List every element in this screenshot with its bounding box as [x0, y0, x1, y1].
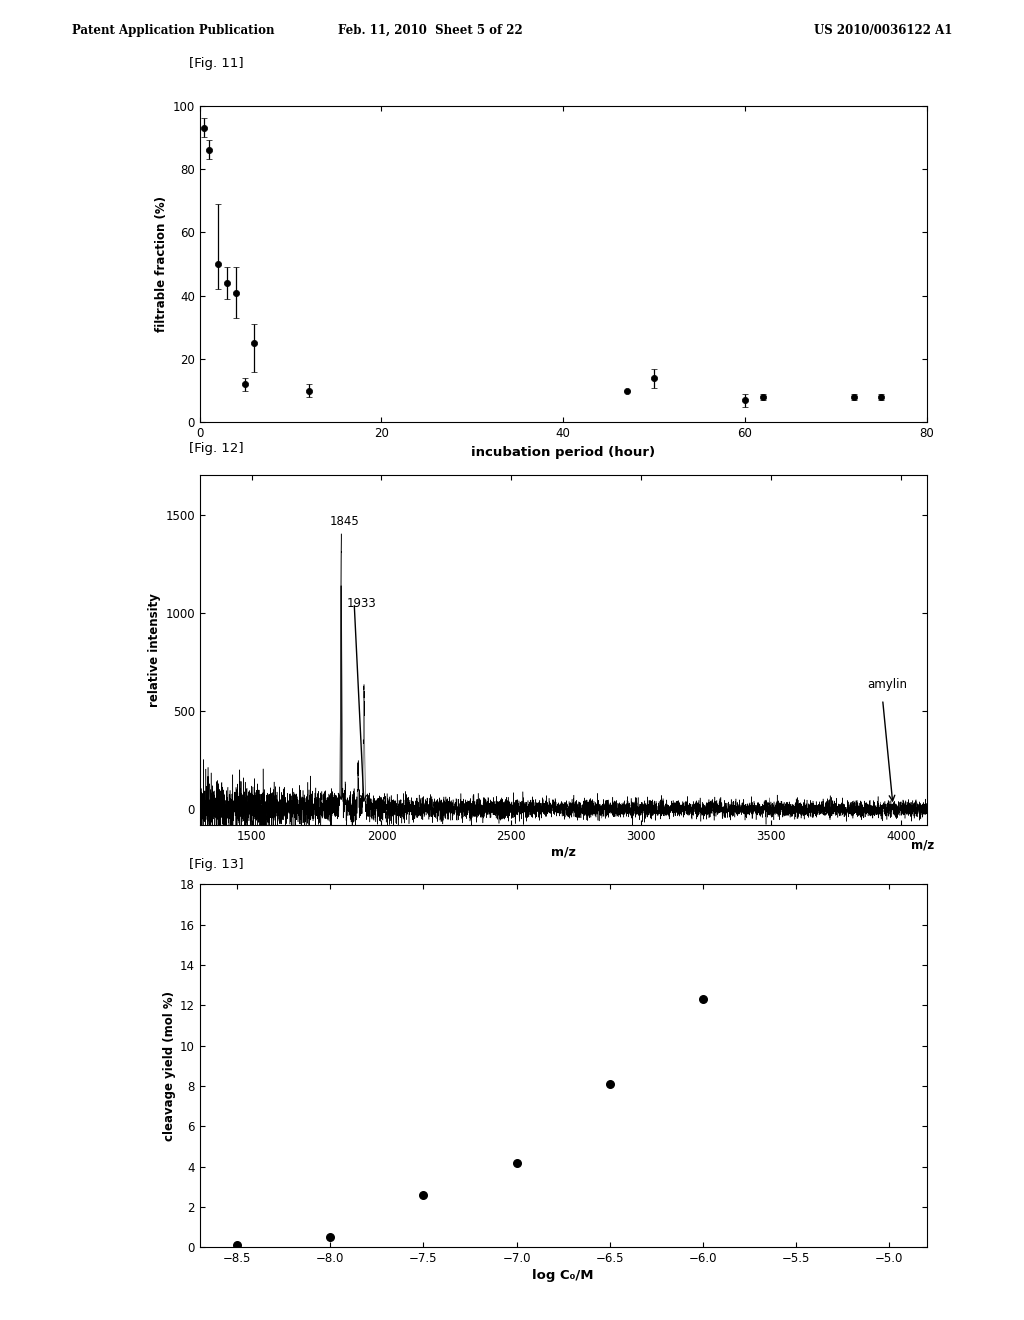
Text: US 2010/0036122 A1: US 2010/0036122 A1: [814, 24, 952, 37]
Text: Feb. 11, 2010  Sheet 5 of 22: Feb. 11, 2010 Sheet 5 of 22: [338, 24, 522, 37]
Y-axis label: relative intensity: relative intensity: [148, 593, 161, 708]
Text: m/z: m/z: [911, 838, 935, 851]
Point: [602, 1073, 618, 1094]
X-axis label: incubation period (hour): incubation period (hour): [471, 446, 655, 459]
X-axis label: log C₀/M: log C₀/M: [532, 1270, 594, 1283]
Point: [508, 1152, 524, 1173]
X-axis label: m/z: m/z: [551, 846, 575, 858]
Text: [Fig. 12]: [Fig. 12]: [189, 442, 244, 455]
Text: Patent Application Publication: Patent Application Publication: [72, 24, 274, 37]
Text: [Fig. 11]: [Fig. 11]: [189, 57, 244, 70]
Text: 1933: 1933: [346, 597, 376, 610]
Text: 1845: 1845: [330, 515, 359, 528]
Point: [322, 1226, 338, 1247]
Point: [228, 1234, 245, 1255]
Point: [415, 1184, 431, 1205]
Point: [695, 989, 712, 1010]
Y-axis label: filtrable fraction (%): filtrable fraction (%): [156, 195, 168, 333]
Text: amylin: amylin: [867, 678, 907, 692]
Y-axis label: cleavage yield (mol %): cleavage yield (mol %): [163, 991, 176, 1140]
Text: [Fig. 13]: [Fig. 13]: [189, 858, 244, 871]
